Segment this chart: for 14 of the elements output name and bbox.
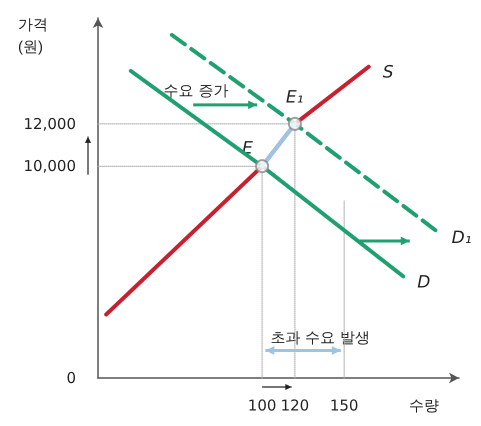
x-axis-title: 수량 <box>409 396 439 414</box>
x-tick-label: 120 <box>280 396 310 414</box>
annotation: 수요 증가 <box>164 82 228 100</box>
annotation: E₁ <box>286 87 304 108</box>
x-tick-label: 100 <box>248 396 276 414</box>
y-axis-title: 가격 (원) <box>18 16 48 56</box>
series-label: S <box>382 62 394 83</box>
series-label: D <box>417 272 430 292</box>
y-tick-label: 10,000 <box>24 157 76 176</box>
y-tick-label: 12,000 <box>24 114 76 133</box>
y-tick-label: 0 <box>66 369 76 387</box>
annotation: 초과 수요 발생 <box>270 328 370 346</box>
series-label: D₁ <box>452 228 472 248</box>
x-tick-label: 150 <box>330 396 358 414</box>
